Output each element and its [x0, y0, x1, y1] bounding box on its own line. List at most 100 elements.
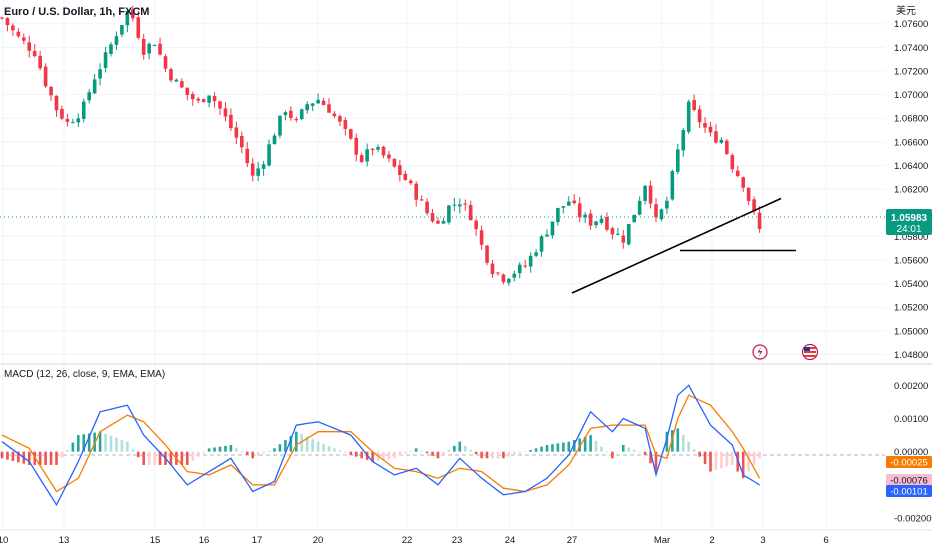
histogram-bar	[147, 451, 151, 465]
histogram-bar	[278, 444, 282, 452]
macd-line	[1, 384, 760, 507]
trendline[interactable]	[571, 197, 782, 294]
macd-badge-text: -0.00076	[890, 476, 928, 487]
candle	[180, 78, 184, 89]
candle	[250, 158, 255, 182]
trendlines[interactable]	[571, 197, 796, 294]
macd-tick-label: 0.00200	[894, 381, 928, 392]
candle	[648, 180, 653, 209]
candle	[316, 93, 320, 105]
histogram-bar	[404, 451, 407, 454]
histogram-bar	[600, 446, 603, 452]
candle	[370, 147, 375, 156]
candle	[283, 110, 288, 121]
candle	[403, 170, 408, 181]
histogram-bar	[714, 451, 718, 470]
macd-badge-text: -0.00101	[890, 487, 928, 498]
macd-badges: -0.00025 -0.00076-0.00101	[886, 456, 932, 498]
candle	[479, 225, 484, 250]
candle	[730, 153, 735, 173]
histogram-bar	[131, 449, 135, 452]
candle	[218, 100, 222, 115]
price-axis[interactable]: 1.07600 1.07400 1.07200 1.07000 1.06800 1.066…	[894, 19, 928, 361]
time-axis[interactable]: 10 13 15 16 17 20 22 23 24 27 Mar 2 3 6	[0, 535, 829, 546]
macd-value-badge: -0.00025	[886, 456, 932, 469]
candle	[474, 218, 478, 236]
histogram-bar	[491, 451, 494, 459]
candle	[616, 227, 620, 236]
time-tick-label: 3	[760, 535, 765, 546]
price-tick-label: 1.07600	[894, 19, 928, 30]
signal-line	[1, 394, 761, 493]
symbol-title[interactable]: Euro / U.S. Dollar, 1h, FXCM	[4, 6, 149, 18]
histogram-bar	[251, 451, 254, 459]
candle	[125, 10, 130, 33]
histogram-bar	[507, 451, 511, 457]
candle	[621, 230, 626, 249]
candle	[27, 35, 32, 58]
price-tick-label: 1.05600	[894, 255, 928, 266]
histogram-bar	[229, 445, 233, 452]
histogram-bar	[327, 446, 331, 452]
histogram-bar	[11, 451, 15, 461]
time-tick-label: 24	[505, 535, 516, 546]
candle	[637, 196, 642, 216]
candle	[594, 220, 598, 229]
macd-tick-label: 0.00000	[894, 447, 928, 458]
candle	[703, 117, 707, 133]
candle	[76, 113, 81, 127]
time-tick-label: 15	[150, 535, 161, 546]
candle	[643, 185, 647, 205]
histogram-bar	[115, 437, 118, 452]
candle	[43, 63, 48, 88]
candle	[163, 54, 168, 73]
time-tick-label: Mar	[654, 535, 670, 546]
candle	[60, 105, 64, 121]
histogram-bar	[387, 451, 391, 460]
candle	[196, 96, 200, 104]
candle	[588, 209, 593, 230]
macd-title[interactable]: MACD (12, 26, close, 9, EMA, EMA)	[4, 369, 165, 380]
histogram-bar	[725, 451, 729, 467]
candles	[0, 5, 762, 286]
lightning-event-icon[interactable]	[752, 344, 768, 360]
candle	[5, 17, 10, 32]
histogram-bar	[0, 451, 4, 459]
candle	[387, 150, 391, 163]
histogram-bar	[513, 451, 516, 455]
histogram-bar	[218, 446, 222, 452]
candle	[517, 262, 522, 279]
histogram-bar	[502, 451, 505, 459]
histogram-bar	[425, 451, 429, 454]
candle	[229, 108, 233, 132]
candle	[327, 98, 331, 113]
histogram-bar	[594, 440, 598, 452]
candle	[583, 211, 587, 224]
histogram-bar	[420, 450, 423, 452]
histogram-bar	[480, 451, 483, 459]
histogram-bar	[82, 434, 86, 452]
histogram-bar	[747, 451, 750, 472]
candle	[174, 78, 179, 82]
candle	[169, 67, 173, 83]
histogram-bar	[245, 451, 249, 455]
candle	[256, 162, 260, 181]
candle	[441, 217, 446, 224]
candle	[343, 117, 348, 136]
us-flag-event-icon[interactable]	[801, 343, 819, 361]
candle	[81, 98, 86, 123]
histogram-bar	[196, 451, 200, 457]
candle	[131, 5, 135, 22]
histogram-bar	[703, 451, 707, 465]
candle	[376, 144, 380, 153]
macd-axis[interactable]: 0.00200 0.00100 0.00000 -0.00200	[894, 381, 932, 525]
candle	[87, 89, 91, 104]
candle	[556, 207, 560, 226]
histogram-bar	[398, 451, 402, 456]
candle	[299, 108, 304, 121]
histogram-bar	[720, 451, 723, 469]
candle	[310, 103, 315, 112]
candle	[550, 221, 555, 239]
histogram-bar	[186, 451, 189, 465]
